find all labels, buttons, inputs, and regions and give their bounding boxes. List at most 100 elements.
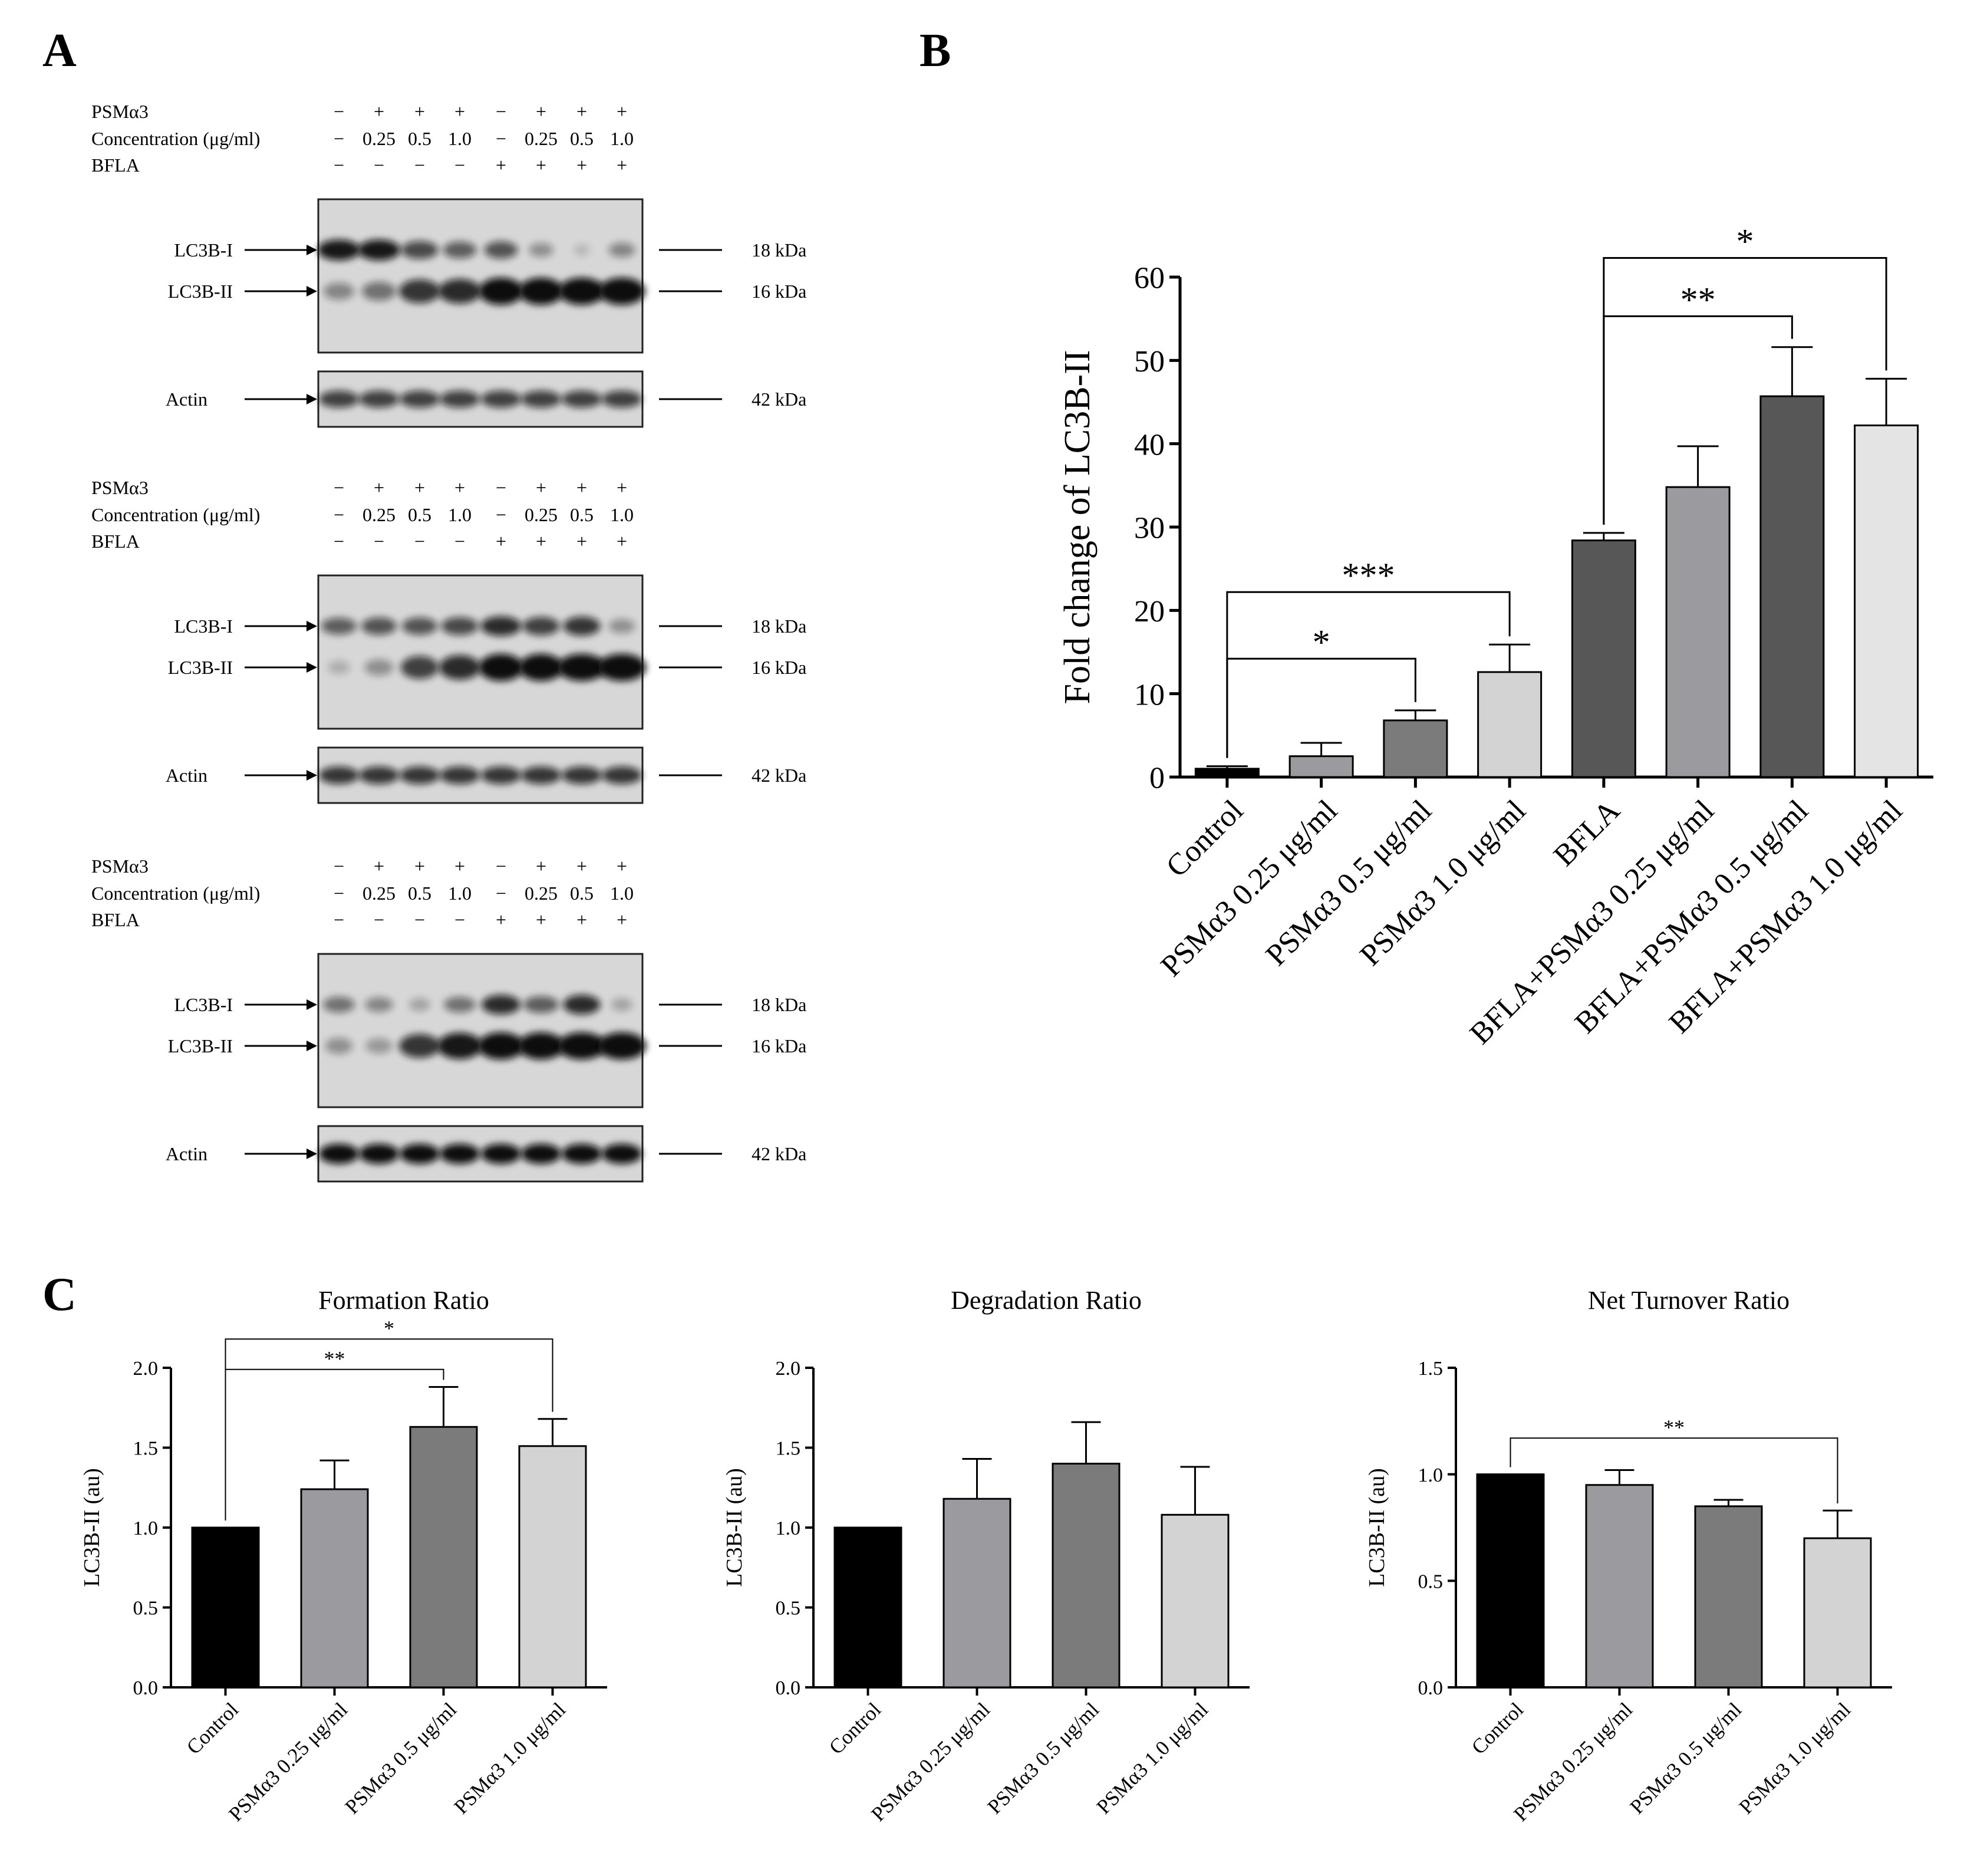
actin-band [359,766,399,784]
concentration-value: 0.25 [525,128,558,149]
bfla-sign: − [414,154,425,176]
bfla-sign: + [536,531,546,552]
y-tick-label: 2.0 [776,1358,801,1380]
mw-label-18kda: 18 kDa [752,994,806,1015]
row-label-bfla: BFLA [91,154,140,176]
concentration-value: − [334,504,344,525]
band-arrow-head [307,1148,317,1159]
bar [833,1526,902,1689]
psma3-sign: + [454,477,465,498]
significance-label: *** [1342,556,1395,595]
lc3b-i-band [523,996,559,1013]
bfla-sign: − [454,154,465,176]
lc3b-i-band [365,997,393,1012]
bar [1476,1473,1545,1689]
x-tick-label: PSMα3 0.5 μg/ml [1626,1698,1746,1819]
actin-band [481,766,521,784]
significance-label: * [1313,623,1330,661]
psma3-sign: − [334,855,344,877]
bar [1803,1537,1872,1689]
chart-b: 0 10 20 30 40 50 60 Fold change of LC3B-II Contr… [1057,222,1933,1051]
significance-bracket [1510,1437,1838,1504]
lc3b-ii-band [328,660,350,674]
bar [1585,1484,1654,1689]
significance-label: * [384,1317,394,1340]
band-label-actin: Actin [166,389,207,410]
actin-band [400,766,440,784]
band-arrow-head [307,621,317,631]
lc3b-i-band [574,243,590,256]
concentration-value: 1.0 [448,128,472,149]
lc3b-ii-band [479,654,523,681]
y-tick-label: 0 [1149,762,1165,795]
actin-band [440,1144,480,1164]
actin-band [602,1144,642,1164]
band-arrow-head [307,245,317,255]
lc3b-ii-band [519,278,563,305]
actin-band [440,766,480,784]
y-axis-label: LC3B-II (au) [722,1468,747,1587]
y-tick-label: 0.0 [133,1677,159,1699]
bfla-sign: + [536,154,546,176]
y-tick-label: 0.5 [133,1598,159,1620]
actin-band [521,1144,561,1164]
lc3b-membrane [317,198,644,354]
psma3-sign: + [454,855,465,877]
concentration-value: − [334,883,344,904]
lc3b-ii-band [399,1034,440,1058]
actin-band [481,390,521,408]
chart-title: Net Turnover Ratio [1588,1286,1790,1315]
bar [1694,1505,1763,1689]
x-tick-label: PSMα3 0.5 μg/ml [341,1698,462,1819]
lc3b-ii-band [558,278,605,305]
lc3b-i-band [484,241,518,259]
x-tick-label: PSMα3 0.25 μg/ml [224,1698,352,1826]
lc3b-ii-band [598,1032,646,1059]
bar [1477,671,1543,778]
y-tick-label: 2.0 [133,1358,159,1380]
band-label-lc3b-ii: LC3B-II [168,1035,233,1057]
band-arrow-head [307,1041,317,1051]
lc3b-ii-band [439,655,480,680]
lc3b-i-band [482,995,520,1015]
actin-band [521,390,561,408]
concentration-value: 1.0 [610,883,634,904]
bfla-sign: − [334,531,344,552]
lc3b-ii-band [362,282,396,301]
significance-label: * [1736,222,1754,261]
psma3-sign: − [334,101,344,122]
lc3b-i-band [402,617,437,635]
lc3b-ii-band [401,656,439,679]
actin-band [562,766,602,784]
psma3-sign: + [536,477,546,498]
concentration-value: 1.0 [448,883,472,904]
actin-band [562,390,602,408]
y-tick-label: 10 [1134,678,1165,712]
row-label-concentration: Concentration (μg/ml) [91,504,260,525]
actin-band [521,766,561,784]
lc3b-i-band [480,616,522,636]
x-tick-label: PSMα3 1.0 μg/ml [1092,1698,1213,1819]
panel-label-c: C [42,1269,77,1321]
psma3-sign: + [374,477,384,498]
mw-label-16kda: 16 kDa [752,1035,806,1057]
lc3b-ii-band [438,279,482,304]
bfla-sign: + [617,154,627,176]
bfla-sign: − [374,909,384,930]
lc3b-i-band [323,996,355,1013]
band-label-actin: Actin [166,1143,207,1164]
band-label-lc3b-i: LC3B-I [174,994,233,1015]
row-label-bfla: BFLA [91,531,140,552]
x-tick-label: PSMα3 1.0 μg/ml [1354,794,1533,972]
lc3b-ii-band [477,1032,525,1059]
psma3-sign: + [617,101,627,122]
bar [1288,755,1354,778]
x-tick-label: PSMα3 1.0 μg/ml [450,1698,571,1819]
chart-c1-formation-ratio: Formation Ratio 0.0 0.5 1.0 1.5 2.0 LC3B-II (a… [80,1286,607,1826]
mw-label-16kda: 16 kDa [752,657,806,678]
y-tick-label: 0.5 [776,1598,801,1620]
lc3b-i-band [441,617,479,636]
mw-label-18kda: 18 kDa [752,616,806,637]
psma3-sign: + [414,101,425,122]
